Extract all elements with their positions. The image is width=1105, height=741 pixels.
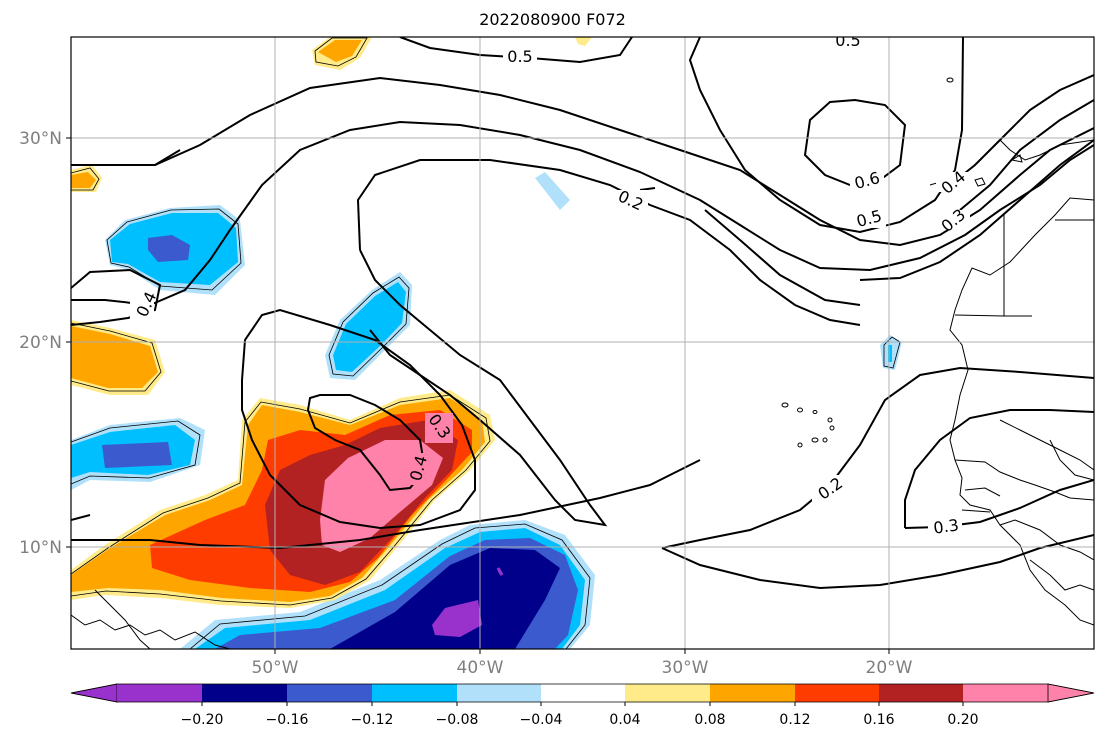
colorbar-swatch [372, 684, 457, 702]
contour-label: 0.5 [507, 47, 532, 66]
colorbar-tick-label: 0.20 [947, 712, 978, 728]
longitude-labels: 50°W 40°W 30°W 20°W [252, 658, 913, 678]
lat-label: 10°N [19, 538, 62, 558]
gridlines [71, 37, 1094, 649]
colorbar-tick-label: −0.04 [520, 712, 563, 728]
colorbar-swatch [457, 684, 541, 702]
lon-label: 30°W [662, 658, 709, 678]
colorbar-tick-label: 0.08 [694, 712, 725, 728]
colorbar-swatch [710, 684, 795, 702]
colorbar-tick-label: −0.20 [181, 712, 224, 728]
colorbar-tick-label: 0.16 [863, 712, 894, 728]
colorbar-tick-label: −0.08 [436, 712, 479, 728]
contour-label: 0.3 [932, 515, 960, 537]
colorbar-swatch [287, 684, 372, 702]
contour-label: 0.3 [937, 205, 969, 236]
colorbar-extend-high [1047, 683, 1095, 703]
map-title: 2022080900 F072 [479, 10, 626, 29]
map-frame [70, 36, 1095, 650]
lat-label: 20°N [19, 333, 62, 353]
colorbar-swatch [541, 684, 625, 702]
shading-outlines [71, 37, 901, 649]
colorbar-extend-low [70, 683, 118, 703]
colorbar: −0.20 −0.16 −0.12 −0.08 −0.04 0.04 0.08 … [70, 683, 1095, 728]
colorbar-swatch [202, 684, 287, 702]
colorbar-tick-label: 0.04 [609, 712, 640, 728]
contour-label: 0.4 [937, 167, 969, 198]
colorbar-swatch [625, 684, 710, 702]
colorbar-swatch [879, 684, 963, 702]
island-outlines [781, 77, 954, 448]
colorbar-swatch [117, 684, 202, 702]
lon-label: 40°W [457, 658, 504, 678]
colorbar-tick-label: −0.16 [266, 712, 309, 728]
latitude-labels: 30°N 20°N 10°N [19, 129, 62, 558]
lon-label: 20°W [866, 658, 913, 678]
colorbar-swatch [795, 684, 879, 702]
lon-label: 50°W [252, 658, 299, 678]
map-plot-area: 0.5 0.5 0.6 0.5 0.4 0.3 0.2 0.4 0.3 0.4 … [71, 31, 1094, 649]
tick-marks [66, 137, 890, 654]
contour-label: 0.5 [835, 31, 860, 50]
colorbar-tick-label: −0.12 [351, 712, 394, 728]
lat-label: 30°N [19, 129, 62, 149]
colorbar-tick-label: 0.12 [779, 712, 810, 728]
coastlines [71, 139, 1094, 649]
contour-labels: 0.5 0.5 0.6 0.5 0.4 0.3 0.2 0.4 0.3 0.4 … [130, 31, 970, 538]
colorbar-swatch [963, 684, 1048, 702]
